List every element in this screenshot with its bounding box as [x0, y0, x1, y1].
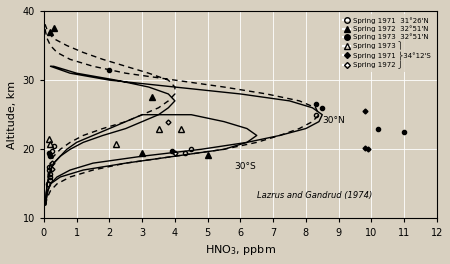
Text: 30°N: 30°N: [322, 116, 345, 125]
Y-axis label: Altitude, km: Altitude, km: [7, 81, 17, 149]
Text: 30°S: 30°S: [234, 162, 256, 171]
Text: Lazrus and Gandrud (1974): Lazrus and Gandrud (1974): [257, 191, 372, 200]
X-axis label: HNO$_3$, ppbm: HNO$_3$, ppbm: [205, 243, 276, 257]
Legend: Spring 1971  31°26'N, Spring 1972  32°51'N, Spring 1973  32°51'N, Spring 1973 ⎫,: Spring 1971 31°26'N, Spring 1972 32°51'N…: [340, 15, 433, 72]
